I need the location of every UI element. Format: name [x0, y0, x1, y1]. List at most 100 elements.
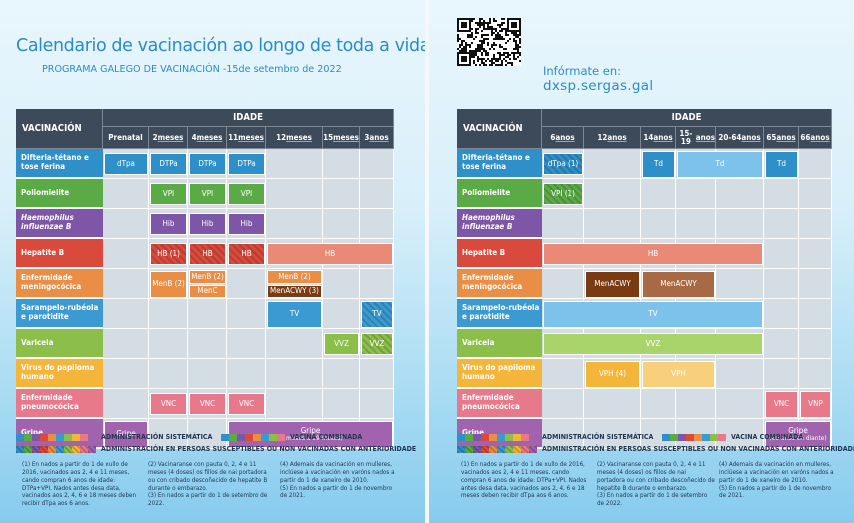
age-number: 15 [323, 132, 334, 142]
dose-bar: TV [361, 300, 393, 328]
dose-sublabel: (6 meses a 59 meses) [278, 433, 343, 442]
grid-cell [149, 419, 188, 449]
age-unit: anos [555, 132, 575, 142]
dose-bar: Hib [189, 212, 226, 236]
legend-label: ADMINISTRACIÓN EN PERSOAS SUSCEPTIBLES O… [542, 445, 854, 453]
vaccine-name-2: Haemophilus influenzae B [16, 209, 103, 239]
grid-cell [149, 329, 188, 359]
vaccine-name-line1: Varicela [21, 337, 54, 347]
grid-cell [266, 209, 323, 239]
legend-label: VACINA COMBINADA [731, 433, 804, 441]
legend-label: ADMINISTRACIÓN SISTEMÁTICA [542, 433, 654, 441]
qr-code-icon[interactable] [457, 18, 521, 66]
footnote-text: (3) En nados a partir do 1 de setembro d… [148, 492, 268, 508]
grid-cell [323, 299, 360, 329]
vaccine-name-line1: Haemophilus [21, 213, 74, 223]
age-column-header: IDADE [542, 109, 832, 127]
grid-cell [227, 299, 266, 329]
legend-swatch [16, 433, 96, 441]
dose-bar: MenACWY (3) [267, 284, 322, 299]
grid-cell [799, 329, 832, 359]
legend-sistematica: ADMINISTRACIÓN SISTEMÁTICA [457, 433, 653, 441]
dose-bar: DTPa [228, 152, 265, 176]
dose-bar: DTPa [150, 152, 187, 176]
info-label: Infórmate en: [543, 64, 622, 78]
footnote-3: (4) Ademais da vacinación en mulleres, i… [280, 461, 398, 500]
grid-cell [641, 209, 676, 239]
grid-cell [323, 389, 360, 419]
grid-cell [542, 419, 584, 449]
vaccine-name-7: Virus do papiloma humano [457, 359, 542, 389]
age-header-5: 65 anos [764, 127, 799, 149]
vaccine-name-1: Poliomielite [457, 179, 542, 209]
vaccine-column-header: VACINACIÓN [457, 109, 542, 149]
age-header-2: 14 anos [641, 127, 676, 149]
vaccine-name-line2: tose ferina [462, 162, 507, 171]
age-unit: anos [653, 132, 673, 142]
dose-bar: VPI [228, 182, 265, 206]
age-number: 15-19 [679, 128, 693, 146]
grid-cell [227, 359, 266, 389]
dose-bar: HB [228, 242, 265, 266]
grid-cell [266, 359, 323, 389]
info-url-link[interactable]: dxsp.sergas.gal [543, 78, 654, 94]
grid-cell [103, 329, 149, 359]
vaccine-name-line1: Sarampelo-rubéola [21, 303, 99, 313]
grid-cell [149, 299, 188, 329]
footnote-3: (4) Ademais da vacinación en mulleres, i… [719, 461, 839, 500]
age-number: 4 [191, 132, 197, 142]
grid-cell [799, 209, 832, 239]
grid-cell [103, 359, 149, 389]
grid-cell [323, 149, 360, 179]
footnote-text: (2) Vacinaranse con pauta 0, 2, 4 e 11 m… [597, 461, 715, 492]
vaccine-name-line2: pneumocócica [21, 402, 79, 411]
vaccine-name-line1: Poliomielite [21, 187, 70, 197]
grid-cell [360, 389, 394, 419]
grid-cell [188, 329, 227, 359]
grid-cell [542, 389, 584, 419]
age-header-4: 12 meses [266, 127, 323, 149]
grid-cell [716, 209, 764, 239]
vaccine-name-line1: Virus do papiloma [462, 363, 536, 373]
grid-cell [716, 359, 764, 389]
page-divider [425, 0, 429, 523]
vaccine-name-4: Enfermidade meningocócica [16, 269, 103, 299]
dose-bar: VVZ [324, 332, 359, 356]
footnote-text: (3) En nados a partir do 1 de setembro d… [597, 492, 708, 508]
vaccine-name-line1: Varicela [462, 337, 495, 347]
vaccine-name-1: Poliomielite [16, 179, 103, 209]
dose-bar: Gripe (60 anos en diante) [765, 420, 831, 448]
age-header-6: 3 anos [360, 127, 394, 149]
grid-cell [764, 179, 799, 209]
dose-bar: TV [543, 300, 763, 328]
age-header-3: 15-19 anos [676, 127, 716, 149]
vaccine-name-8: Enfermidade pneumocócica [16, 389, 103, 419]
grid-cell [799, 359, 832, 389]
age-unit: meses [333, 132, 359, 142]
age-number: 3 [364, 132, 370, 142]
grid-cell [584, 419, 641, 449]
vaccine-name-line1: Poliomielite [462, 187, 511, 197]
legend-swatch-combined [221, 433, 285, 441]
vaccine-name-line2: influenzae B [21, 222, 72, 231]
grid-cell [188, 419, 227, 449]
legend-sistematica: ADMINISTRACIÓN SISTEMÁTICA [16, 433, 212, 441]
legend-combinada: VACINA COMBINADA [221, 433, 362, 441]
vaccine-name-line2: pneumocócica [462, 402, 520, 411]
legend-label: ADMINISTRACIÓN EN PERSOAS SUSCEPTIBLES O… [101, 445, 417, 453]
grid-cell [764, 299, 799, 329]
grid-cell [764, 209, 799, 239]
age-unit: anos [695, 132, 715, 142]
dose-bar: Gripe [104, 420, 148, 448]
grid-cell [227, 269, 266, 299]
age-unit: meses [286, 132, 312, 142]
vaccine-name-line2: e parotidite [462, 312, 510, 321]
dose-bar: Td [642, 150, 675, 178]
grid-cell [149, 359, 188, 389]
age-header-0: Prenatal [103, 127, 149, 149]
grid-cell [360, 149, 394, 179]
vaccine-name-0: Difteria-tétano e tose ferina [16, 149, 103, 179]
dose-bar: dTpa (1) [543, 152, 583, 176]
grid-cell [360, 359, 394, 389]
dose-bar: TV [267, 300, 322, 328]
